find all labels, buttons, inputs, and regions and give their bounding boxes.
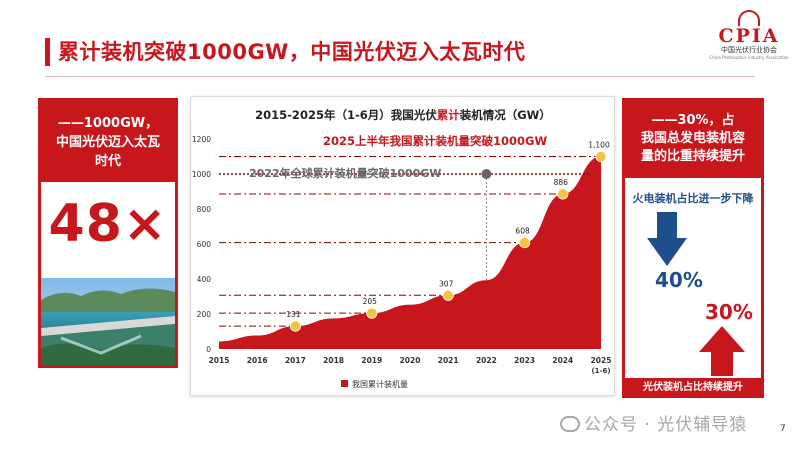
pv-share-text: 光伏装机占比持续提升 xyxy=(643,382,743,393)
data-point-marker xyxy=(289,320,302,332)
data-point-marker xyxy=(442,289,454,301)
multiplier-value: 48× xyxy=(48,194,168,254)
left-card-line2: 中国光伏迈入太瓦 xyxy=(55,135,160,150)
page-number: 7 xyxy=(780,424,786,434)
y-tick-label: 200 xyxy=(197,310,212,319)
page-title: 累计装机突破1000GW，中国光伏迈入太瓦时代 xyxy=(58,40,526,64)
annotation-2025-milestone: 2025上半年我国累计装机量突破1000GW xyxy=(323,134,547,148)
thermal-share-text: 火电装机占比进一步下降 xyxy=(632,192,754,205)
sun-icon xyxy=(738,10,760,26)
multiplier-panel: 48× xyxy=(41,182,175,278)
title-accent-bar xyxy=(45,38,50,66)
watermark: 公众号 · 光伏辅导猿 xyxy=(560,410,747,435)
left-card-line3: 时代 xyxy=(94,154,121,169)
x-tick-label: 2023 xyxy=(514,356,535,365)
x-tick-label: 2021 xyxy=(438,356,459,365)
annotation-2022-milestone: 2022年全球累计装机量突破1000GW xyxy=(249,166,441,180)
x-tick-label: 2019 xyxy=(361,356,382,365)
milestone-2022-marker xyxy=(481,169,492,179)
x-tick-label: 2020 xyxy=(400,356,421,365)
installed-capacity-chart: 2015-2025年（1-6月）我国光伏累计装机情况（GW） 0 200 400 60… xyxy=(190,96,615,396)
data-label: 608 xyxy=(515,227,530,236)
data-label: 886 xyxy=(554,178,569,187)
x-tick-label: 2025 xyxy=(591,356,612,365)
x-tick-label: 2018 xyxy=(323,356,344,365)
data-point-marker xyxy=(366,307,378,319)
wechat-icon xyxy=(560,416,580,432)
cpia-logo: CPIA 中国光伏行业协会 China Photovoltaic Industr… xyxy=(708,10,790,70)
y-tick-label: 1200 xyxy=(192,135,211,144)
data-point-marker xyxy=(595,150,607,163)
x-tick-sublabel: (1-6) xyxy=(591,367,610,375)
down-arrow-icon xyxy=(647,212,687,266)
thermal-share-value: 40% xyxy=(655,268,703,292)
data-label: 131 xyxy=(286,310,301,319)
watermark-text: 公众号 · 光伏辅导猿 xyxy=(584,415,748,435)
x-tick-label: 2015 xyxy=(209,356,230,365)
logo-subtitle-en: China Photovoltaic Industry Association xyxy=(709,55,789,60)
right-card-line1: ——30%，占 xyxy=(651,113,735,128)
dam-photo xyxy=(41,278,175,365)
legend-label: 我国累计装机量 xyxy=(352,379,408,389)
y-tick-label: 1000 xyxy=(192,170,211,179)
data-point-marker xyxy=(557,188,569,200)
right-highlight-card: ——30%，占 我国总发电装机容 量的比重持续提升 火电装机占比进一步下降 40… xyxy=(622,98,764,398)
plot-area: 0 200 400 600 800 1000 1200 2025上半年我国累计装机量突破100… xyxy=(192,134,612,389)
x-tick-label: 2024 xyxy=(552,356,573,365)
y-tick-label: 400 xyxy=(197,275,212,284)
up-arrow-icon xyxy=(699,326,745,376)
x-tick-label: 2022 xyxy=(476,356,497,365)
x-tick-label: 2016 xyxy=(247,356,268,365)
data-label: 307 xyxy=(439,279,454,288)
y-tick-label: 600 xyxy=(197,240,212,249)
y-tick-label: 800 xyxy=(197,205,212,214)
chart-canvas: 2015-2025年（1-6月）我国光伏累计装机情况（GW） 0 200 400 60… xyxy=(192,108,612,389)
x-tick-label: 2017 xyxy=(285,356,306,365)
title-divider xyxy=(45,76,755,77)
chart-title-prefix: 2015-2025年（1-6月）我国光伏 xyxy=(255,108,437,122)
data-label: 1,100 xyxy=(588,141,610,150)
left-card-line1: ——1000GW， xyxy=(57,116,159,131)
share-comparison-panel: 火电装机占比进一步下降 40% 30% xyxy=(625,178,761,378)
logo-subtitle: 中国光伏行业协会 xyxy=(721,46,777,54)
data-point-marker xyxy=(518,237,531,249)
left-card-heading: ——1000GW， 中国光伏迈入太瓦 时代 xyxy=(38,114,178,171)
right-card-line2: 我国总发电装机容 xyxy=(640,131,745,146)
series-area xyxy=(219,156,601,349)
right-card-heading: ——30%，占 我国总发电装机容 量的比重持续提升 xyxy=(622,112,764,166)
data-label: 205 xyxy=(363,297,378,306)
chart-title: 2015-2025年（1-6月）我国光伏累计装机情况（GW） xyxy=(255,108,551,122)
chart-title-suffix: 装机情况（GW） xyxy=(459,108,551,122)
legend-swatch xyxy=(341,380,348,387)
left-highlight-card: ——1000GW， 中国光伏迈入太瓦 时代 48× xyxy=(38,98,178,368)
y-tick-label: 0 xyxy=(206,345,211,354)
logo-text: CPIA xyxy=(718,25,780,47)
dam-landscape-image xyxy=(41,278,175,365)
pv-share-value: 30% xyxy=(705,300,753,324)
right-card-line3: 量的比重持续提升 xyxy=(640,149,745,164)
chart-title-highlight: 累计 xyxy=(437,108,460,122)
